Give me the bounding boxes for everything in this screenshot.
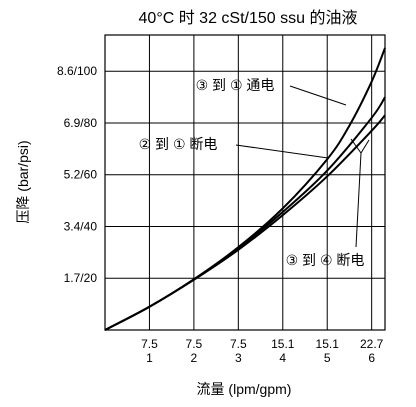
plot-frame xyxy=(104,34,386,331)
annotation-leader-1 xyxy=(235,144,329,159)
series-line-1 xyxy=(104,96,386,331)
x-tick-label-bottom-4: 5 xyxy=(324,351,331,365)
y-tick-label-2: 5.2/60 xyxy=(64,168,98,182)
y-tick-label-3: 6.9/80 xyxy=(64,116,98,130)
annotation-leader-2b xyxy=(350,138,362,154)
y-tick-label-1: 3.4/40 xyxy=(64,219,98,233)
annotation-leader-2c xyxy=(360,139,370,154)
x-tick-label-bottom-1: 2 xyxy=(191,351,198,365)
y-tick-label-4: 8.6/100 xyxy=(57,64,97,78)
annotation-leader-2a xyxy=(355,152,362,248)
annotation-label-0: ③ 到 ① 通电 xyxy=(196,77,275,93)
x-tick-label-bottom-5: 6 xyxy=(368,351,375,365)
x-tick-label-bottom-3: 4 xyxy=(279,351,286,365)
series-group xyxy=(104,47,386,331)
annotation-label-1: ② 到 ① 断电 xyxy=(139,136,218,152)
x-axis-label: 流量 (lpm/gpm) xyxy=(197,381,292,397)
x-tick-label-top-3: 15.1 xyxy=(271,337,295,351)
x-tick-label-top-1: 7.5 xyxy=(186,337,203,351)
y-tick-label-0: 1.7/20 xyxy=(64,271,98,285)
chart-title: 40°C 时 32 cSt/150 ssu 的油液 xyxy=(139,9,358,27)
x-tick-label-top-4: 15.1 xyxy=(316,337,340,351)
y-tick-labels: 1.7/20 3.4/40 5.2/60 6.9/80 8.6/100 xyxy=(57,64,97,285)
x-tick-label-bottom-2: 3 xyxy=(235,351,242,365)
x-tick-label-top-2: 7.5 xyxy=(230,337,247,351)
y-axis-label: 压降 (bar/psi) xyxy=(15,140,31,223)
x-tick-label-top-0: 7.5 xyxy=(141,337,158,351)
annotation-label-2: ③ 到 ④ 断电 xyxy=(286,252,365,268)
series-line-2 xyxy=(104,114,386,331)
grid xyxy=(105,35,385,330)
annotation-leader-0 xyxy=(289,85,347,106)
x-tick-label-top-5: 22.7 xyxy=(360,337,384,351)
x-tick-label-bottom-0: 1 xyxy=(146,351,153,365)
annotations: ③ 到 ① 通电 ② 到 ① 断电 ③ 到 ④ 断电 xyxy=(139,77,370,268)
